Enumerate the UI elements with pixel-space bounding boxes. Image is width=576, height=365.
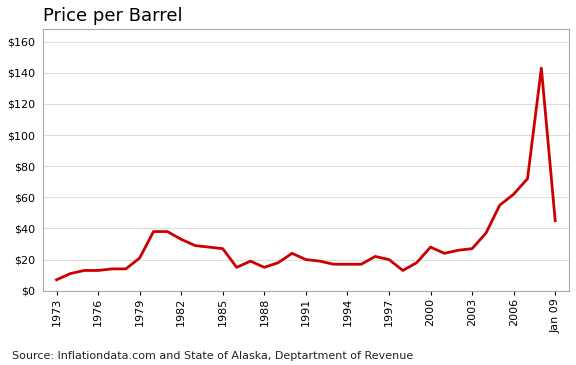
Text: Source: Inflationdata.com and State of Alaska, Deptartment of Revenue: Source: Inflationdata.com and State of A… — [12, 351, 413, 361]
Text: Price per Barrel: Price per Barrel — [43, 7, 183, 25]
